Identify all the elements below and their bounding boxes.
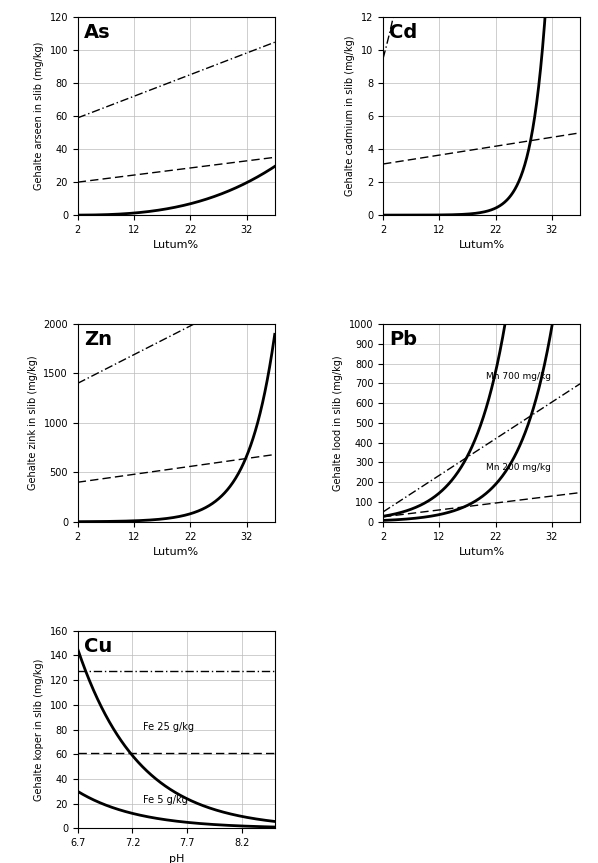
X-axis label: Lutum%: Lutum%: [153, 547, 199, 557]
Text: Fe 25 g/kg: Fe 25 g/kg: [143, 721, 194, 732]
X-axis label: Lutum%: Lutum%: [459, 241, 505, 250]
Text: Cu: Cu: [84, 637, 112, 656]
X-axis label: pH: pH: [169, 854, 184, 863]
Y-axis label: Gehalte zink in slib (mg/kg): Gehalte zink in slib (mg/kg): [28, 356, 38, 490]
Text: Fe 5 g/kg: Fe 5 g/kg: [143, 795, 188, 805]
X-axis label: Lutum%: Lutum%: [153, 241, 199, 250]
Y-axis label: Gehalte cadmium in slib (mg/kg): Gehalte cadmium in slib (mg/kg): [346, 36, 355, 197]
Text: Mn 700 mg/kg: Mn 700 mg/kg: [486, 372, 551, 381]
Y-axis label: Gehalte koper in slib (mg/kg): Gehalte koper in slib (mg/kg): [34, 658, 44, 801]
Text: As: As: [84, 23, 110, 42]
Y-axis label: Gehalte lood in slib (mg/kg): Gehalte lood in slib (mg/kg): [333, 355, 343, 491]
Text: Zn: Zn: [84, 330, 112, 349]
Text: Pb: Pb: [389, 330, 417, 349]
Y-axis label: Gehalte arseen in slib (mg/kg): Gehalte arseen in slib (mg/kg): [34, 42, 44, 191]
Text: Cd: Cd: [389, 23, 417, 42]
Text: Mn 200 mg/kg: Mn 200 mg/kg: [486, 463, 550, 472]
X-axis label: Lutum%: Lutum%: [459, 547, 505, 557]
